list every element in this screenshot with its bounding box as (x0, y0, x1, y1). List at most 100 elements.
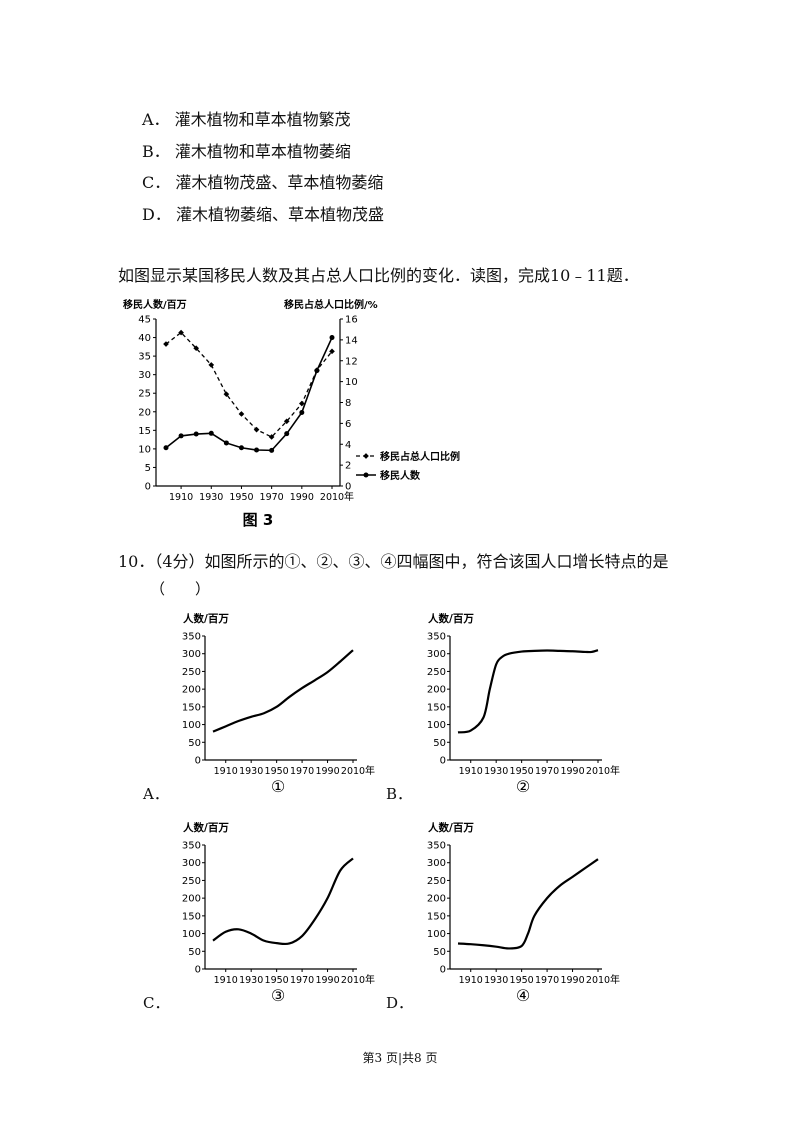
right-tick-label: 4 (345, 440, 351, 451)
y-axis-label: 人数/百万 (183, 821, 229, 834)
left-tick-label: 10 (138, 444, 151, 455)
y-tick-label: 50 (433, 947, 446, 958)
option-text: 灌木植物茂盛、草本植物萎缩 (175, 173, 384, 192)
x-tick-label: 1970 (290, 975, 314, 986)
y-tick-label: 100 (182, 720, 201, 731)
right-tick-label: 10 (345, 377, 358, 388)
y-tick-label: 250 (427, 667, 446, 678)
migrant-count-point (314, 368, 320, 374)
y-tick-label: 0 (195, 756, 201, 767)
y-tick-label: 350 (427, 632, 446, 643)
y-tick-label: 0 (440, 756, 446, 767)
x-tick-label: 1910 (214, 766, 238, 777)
y-tick-label: 150 (182, 702, 201, 713)
x-tick-label: 1910 (214, 975, 238, 986)
left-tick-label: 30 (138, 370, 151, 381)
y-tick-label: 150 (182, 911, 201, 922)
option-letter: A． (142, 110, 170, 129)
option-letter: D． (142, 205, 171, 224)
option-letter: C． (142, 173, 171, 192)
option-b: B． 灌木植物和草本植物萎缩 (142, 138, 351, 162)
answer-label-d: D． (386, 994, 414, 1012)
right-axis-label: 移民占总人口比例/% (284, 298, 378, 311)
x-tick-label: 1930 (239, 766, 263, 777)
page-footer: 第3 页|共8 页 (362, 1051, 438, 1065)
x-tick-label: 1950 (510, 975, 534, 986)
right-tick-label: 8 (345, 398, 351, 409)
x-tick-label: 1970 (535, 975, 559, 986)
y-axis-label: 人数/百万 (183, 612, 229, 625)
chart-number: ③ (271, 986, 285, 1005)
ratio-point (253, 426, 260, 433)
legend-ratio-label: 移民占总人口比例 (380, 450, 460, 463)
left-axis-label: 移民人数/百万 (123, 298, 187, 311)
y-tick-label: 200 (427, 685, 446, 696)
x-axis-unit: 年 (344, 490, 354, 503)
x-tick-label: 1990 (315, 766, 339, 777)
population-curve (457, 649, 599, 734)
ratio-point (208, 362, 215, 368)
right-tick-label: 12 (345, 356, 358, 367)
migrant-count-point (269, 447, 275, 453)
ratio-point (223, 391, 230, 397)
legend-count-label: 移民人数 (380, 469, 421, 482)
migrant-count-point (238, 445, 244, 451)
population-curve (457, 858, 599, 950)
option-text: 灌木植物萎缩、草本植物茂盛 (175, 205, 384, 224)
x-tick-label: 1930 (199, 492, 223, 503)
migrant-count-point (163, 445, 169, 451)
option-c: C． 灌木植物茂盛、草本植物萎缩 (142, 169, 383, 193)
y-tick-label: 250 (427, 876, 446, 887)
answer-blank: （ ） (150, 580, 211, 598)
y-tick-label: 50 (188, 947, 201, 958)
ratio-point (238, 411, 245, 417)
x-tick-label: 1930 (484, 975, 508, 986)
x-tick-label: 1990 (290, 492, 314, 503)
answer-label-c: C． (143, 994, 170, 1012)
x-axis-unit: 年 (365, 973, 375, 986)
x-tick-label: 1990 (560, 766, 584, 777)
x-tick-label: 1910 (459, 975, 483, 986)
population-curve (212, 649, 354, 733)
x-tick-label: 1910 (459, 766, 483, 777)
y-axis-label: 人数/百万 (428, 612, 474, 625)
left-tick-label: 20 (138, 407, 151, 418)
y-tick-label: 250 (182, 876, 201, 887)
x-tick-label: 2010 (586, 766, 610, 777)
migrant-count-point (178, 433, 184, 439)
y-tick-label: 300 (427, 649, 446, 660)
x-tick-label: 2010 (341, 766, 365, 777)
figure-caption: 图 3 (243, 511, 274, 529)
y-axis-label: 人数/百万 (428, 821, 474, 834)
y-tick-label: 50 (433, 738, 446, 749)
answer-label-b: B． (386, 785, 413, 803)
x-tick-label: 1950 (265, 766, 289, 777)
ratio-point (268, 434, 275, 440)
y-tick-label: 150 (427, 911, 446, 922)
right-tick-label: 0 (345, 482, 351, 493)
chart-number: ④ (516, 986, 530, 1005)
x-tick-label: 1950 (510, 766, 534, 777)
migrant-count-point (299, 410, 305, 416)
migrant-count-series-line (165, 337, 333, 452)
x-tick-label: 1950 (229, 492, 253, 503)
left-tick-label: 40 (138, 333, 151, 344)
chart-number: ① (271, 777, 285, 796)
migrant-count-point (208, 430, 214, 436)
x-tick-label: 1970 (290, 766, 314, 777)
y-tick-label: 150 (427, 702, 446, 713)
x-axis-unit: 年 (610, 764, 620, 777)
x-tick-label: 1970 (260, 492, 284, 503)
y-tick-label: 100 (427, 929, 446, 940)
migrant-count-point (254, 447, 260, 453)
ratio-series-line (165, 331, 333, 438)
option-d: D． 灌木植物萎缩、草本植物茂盛 (142, 201, 384, 225)
right-tick-label: 16 (345, 315, 358, 326)
option-a: A． 灌木植物和草本植物繁茂 (142, 106, 351, 130)
y-tick-label: 350 (182, 632, 201, 643)
legend-count-marker (363, 472, 369, 478)
x-tick-label: 1990 (560, 975, 584, 986)
x-tick-label: 1930 (239, 975, 263, 986)
